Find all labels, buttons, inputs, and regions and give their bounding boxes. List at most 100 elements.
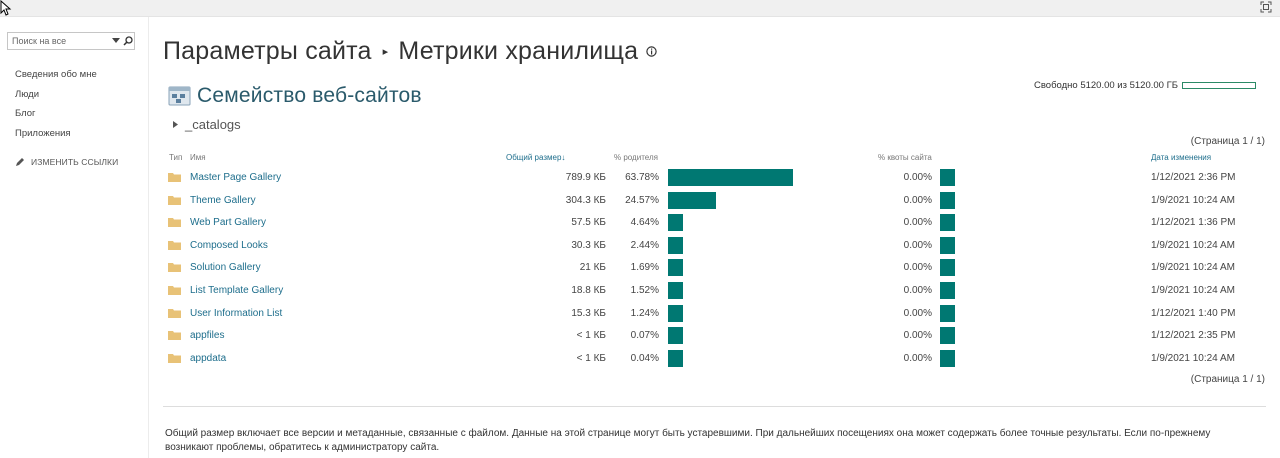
quicklaunch-item-people[interactable]: Люди (15, 88, 40, 100)
expand-arrow-icon[interactable] (173, 121, 178, 128)
quicklaunch-item-about-me[interactable]: Сведения обо мне (15, 69, 97, 80)
item-quota-pct: 0.00% (903, 307, 932, 319)
page-title-text: Метрики хранилища (398, 37, 639, 65)
edit-links-label: ИЗМЕНИТЬ ССЫЛКИ (31, 157, 119, 167)
search-input[interactable] (12, 34, 102, 48)
column-header-size[interactable]: Общий размер↓ (506, 153, 565, 162)
item-size: 304.3 КБ (565, 194, 606, 206)
column-header-parent-pct: % родителя (614, 153, 658, 162)
table-row: List Template Gallery 18.8 КБ 1.52% 0.00% 1/… (0, 282, 1280, 304)
item-modified: 1/12/2021 2:35 PM (1151, 330, 1236, 342)
item-quota-pct: 0.00% (903, 239, 932, 251)
folder-icon (168, 195, 181, 205)
item-modified: 1/9/2021 10:24 AM (1151, 352, 1235, 364)
focus-icon[interactable] (1260, 1, 1272, 13)
item-modified: 1/12/2021 2:36 PM (1151, 172, 1236, 183)
parent-pct-bar (668, 236, 683, 254)
item-size: 30.3 КБ (571, 239, 606, 251)
item-size: 18.8 КБ (571, 285, 606, 296)
quota-pct-bar (940, 349, 955, 367)
folder-icon (168, 173, 181, 182)
parent-pct-bar (668, 214, 683, 232)
item-modified: 1/9/2021 10:24 AM (1151, 239, 1235, 251)
item-name-link[interactable]: Theme Gallery (190, 194, 256, 206)
item-name-link[interactable]: Master Page Gallery (190, 172, 282, 183)
item-modified: 1/9/2021 10:24 AM (1151, 285, 1235, 296)
info-icon[interactable] (646, 46, 657, 57)
quota-pct-bar (940, 304, 955, 322)
item-name-link[interactable]: Web Part Gallery (190, 217, 266, 229)
item-parent-pct: 0.07% (630, 330, 659, 342)
footnote: Общий размер включает все версии и метад… (165, 428, 1211, 453)
item-modified: 1/9/2021 10:24 AM (1151, 194, 1235, 206)
parent-pct-bar (668, 282, 683, 299)
parent-pct-bar (668, 259, 683, 277)
column-header-modified[interactable]: Дата изменения (1151, 153, 1212, 162)
item-name-link[interactable]: appfiles (190, 330, 225, 342)
pager-top: (Страница 1 / 1) (1190, 136, 1265, 147)
quota-pct-bar (940, 327, 955, 345)
folder-icon (168, 353, 181, 363)
cursor-icon (0, 0, 12, 16)
item-modified: 1/12/2021 1:36 PM (1151, 217, 1236, 229)
window-top-bar (0, 0, 1280, 17)
search-icon[interactable] (123, 36, 133, 46)
column-header-name[interactable]: Имя (190, 153, 206, 162)
item-name-link[interactable]: appdata (190, 352, 227, 364)
item-parent-pct: 1.69% (630, 262, 659, 274)
folder-icon (168, 308, 181, 318)
edit-links-button[interactable]: ИЗМЕНИТЬ ССЫЛКИ (15, 157, 118, 167)
breadcrumb-site-settings[interactable]: Параметры сайта (163, 37, 372, 65)
quick-launch: Сведения обо мне Люди Блог Приложения (15, 69, 97, 147)
folder-icon (168, 263, 181, 273)
item-quota-pct: 0.00% (903, 172, 932, 183)
dropdown-arrow-icon[interactable] (112, 38, 120, 44)
item-quota-pct: 0.00% (903, 330, 932, 342)
breadcrumb-separator: ▸ (382, 46, 389, 58)
item-quota-pct: 0.00% (903, 262, 932, 274)
column-header-type: Тип (169, 153, 183, 162)
table-row: Master Page Gallery 789.9 КБ 63.78% 0.00% 1/… (0, 169, 1280, 191)
item-name-link[interactable]: List Template Gallery (190, 285, 284, 296)
item-name-link[interactable]: User Information List (190, 307, 283, 319)
parent-pct-bar (668, 349, 683, 367)
table-row: appfiles < 1 КБ 0.07% 0.00% 1/12/2021 2:35 P… (0, 327, 1280, 349)
item-size: 57.5 КБ (571, 217, 606, 229)
item-name-link[interactable]: Solution Gallery (190, 262, 261, 274)
table-row: User Information List 15.3 КБ 1.24% 0.00% 1/… (0, 304, 1280, 327)
folder-icon (168, 240, 181, 250)
quota-bar (1181, 82, 1256, 89)
quicklaunch-item-blog[interactable]: Блог (15, 108, 36, 119)
quicklaunch-item-apps[interactable]: Приложения (15, 127, 71, 139)
pager-bottom: (Страница 1 / 1) (1190, 374, 1265, 385)
item-quota-pct: 0.00% (903, 285, 932, 296)
catalogs-node[interactable]: _catalogs (173, 117, 241, 132)
quota-text: Свободно 5120.00 из 5120.00 ГБ (1034, 80, 1178, 91)
sort-arrow-icon: ↓ (561, 153, 566, 162)
item-quota-pct: 0.00% (903, 217, 932, 229)
item-size: 15.3 КБ (571, 307, 606, 319)
site-collection-label[interactable]: Семейство веб-сайтов (197, 84, 422, 107)
item-parent-pct: 1.24% (630, 307, 659, 319)
parent-pct-bar (668, 327, 683, 345)
parent-pct-bar (668, 304, 683, 322)
quota-pct-bar (940, 214, 955, 232)
item-name-link[interactable]: Composed Looks (190, 239, 268, 251)
table-row: appdata < 1 КБ 0.04% 0.00% 1/9/2021 10:24 AM (0, 349, 1280, 372)
table-row: Solution Gallery 21 КБ 1.69% 0.00% 1/9/2021 … (0, 259, 1280, 281)
left-navigation: Сведения обо мне Люди Блог Приложения ИЗ… (0, 17, 149, 458)
catalogs-label[interactable]: _catalogs (185, 117, 241, 132)
table-row: Theme Gallery 304.3 КБ 24.57% 0.00% 1/9/2021… (0, 191, 1280, 214)
folder-icon (168, 331, 181, 341)
page-title: Параметры сайта ▸ Метрики хранилища (163, 37, 657, 66)
quota-pct-bar (940, 236, 955, 254)
pencil-icon (16, 158, 24, 166)
item-modified: 1/12/2021 1:40 PM (1151, 307, 1236, 319)
item-modified: 1/9/2021 10:24 AM (1151, 262, 1235, 274)
search-box[interactable] (7, 32, 135, 50)
quota-pct-bar (940, 169, 955, 186)
divider (163, 406, 1266, 407)
item-size: 21 КБ (579, 262, 606, 274)
site-collection-heading: Семейство веб-сайтов (168, 84, 422, 108)
item-size: 789.9 КБ (565, 172, 606, 183)
